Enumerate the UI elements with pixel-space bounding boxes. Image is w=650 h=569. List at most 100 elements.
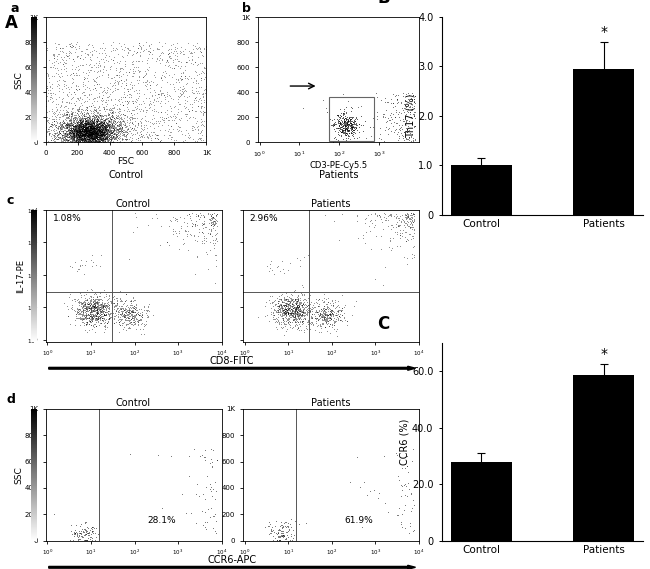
Point bbox=[109, 130, 119, 139]
Point bbox=[60, 123, 71, 132]
Point bbox=[409, 122, 419, 131]
Point bbox=[61, 112, 72, 121]
Point bbox=[199, 108, 209, 117]
Point bbox=[60, 130, 70, 139]
Point bbox=[70, 130, 81, 139]
Point bbox=[146, 76, 156, 85]
Point bbox=[207, 238, 218, 247]
Point bbox=[66, 137, 77, 146]
Point bbox=[107, 127, 118, 136]
Point bbox=[96, 125, 106, 134]
Point bbox=[103, 110, 114, 119]
Point bbox=[174, 226, 184, 236]
Point bbox=[97, 130, 107, 139]
Point bbox=[275, 536, 285, 545]
Point bbox=[81, 135, 91, 145]
Point bbox=[89, 129, 99, 138]
Point bbox=[102, 130, 112, 139]
Point bbox=[79, 96, 90, 105]
Point bbox=[72, 304, 83, 313]
Point bbox=[58, 115, 68, 124]
Point bbox=[85, 125, 96, 134]
Point bbox=[57, 65, 67, 74]
Point bbox=[82, 125, 92, 134]
Point bbox=[103, 109, 114, 118]
Point bbox=[74, 115, 85, 124]
Point bbox=[299, 300, 309, 309]
Point bbox=[110, 86, 120, 95]
Point bbox=[96, 121, 107, 130]
Point bbox=[270, 315, 280, 324]
Point bbox=[90, 137, 100, 146]
Point bbox=[55, 121, 66, 130]
Point bbox=[94, 89, 104, 98]
Point bbox=[275, 266, 285, 275]
Point bbox=[116, 123, 126, 133]
Point bbox=[68, 132, 79, 141]
Point bbox=[156, 83, 166, 92]
Point bbox=[174, 56, 185, 65]
Point bbox=[84, 130, 94, 139]
Point bbox=[210, 239, 220, 248]
Point bbox=[96, 130, 106, 139]
Point bbox=[404, 215, 414, 224]
Point bbox=[90, 133, 101, 142]
Point bbox=[87, 300, 98, 310]
Point bbox=[97, 125, 107, 134]
Point bbox=[83, 123, 93, 132]
Point bbox=[72, 124, 83, 133]
Point bbox=[75, 298, 85, 307]
Point bbox=[211, 251, 221, 260]
Point bbox=[81, 122, 92, 131]
Point bbox=[73, 133, 84, 142]
Point bbox=[203, 209, 213, 218]
Point bbox=[72, 126, 83, 135]
Point bbox=[99, 127, 110, 136]
Point bbox=[81, 120, 91, 129]
Point bbox=[95, 131, 105, 140]
Point bbox=[155, 54, 166, 63]
Point bbox=[96, 124, 107, 133]
Point bbox=[90, 130, 101, 139]
Point bbox=[266, 265, 277, 274]
Point bbox=[96, 131, 106, 140]
Point bbox=[83, 125, 93, 134]
Point bbox=[118, 128, 128, 137]
Point bbox=[124, 254, 134, 263]
Point bbox=[66, 124, 76, 133]
Point bbox=[63, 108, 73, 117]
Point bbox=[75, 133, 85, 142]
Point bbox=[338, 118, 348, 127]
Point bbox=[87, 125, 98, 134]
Point bbox=[49, 51, 60, 60]
Point bbox=[68, 125, 79, 134]
Point bbox=[66, 134, 77, 143]
Point bbox=[77, 132, 87, 141]
Point bbox=[155, 50, 165, 59]
Point bbox=[112, 78, 123, 87]
Point bbox=[81, 130, 91, 139]
Point bbox=[96, 119, 107, 128]
Point bbox=[66, 132, 76, 141]
Point bbox=[90, 319, 101, 328]
Point bbox=[79, 137, 90, 146]
Point bbox=[189, 269, 200, 278]
Point bbox=[90, 130, 101, 139]
Point bbox=[93, 111, 103, 120]
Point bbox=[81, 121, 91, 130]
Point bbox=[72, 127, 83, 137]
Point bbox=[191, 76, 202, 85]
Point bbox=[95, 137, 105, 146]
Point bbox=[96, 316, 107, 325]
Point bbox=[100, 122, 110, 131]
Point bbox=[78, 123, 88, 132]
Point bbox=[88, 292, 98, 302]
Point bbox=[92, 306, 103, 315]
Point bbox=[135, 127, 145, 137]
Point bbox=[120, 123, 131, 132]
Point bbox=[88, 303, 99, 312]
Point bbox=[96, 250, 107, 259]
Point bbox=[362, 490, 372, 500]
Point bbox=[324, 314, 335, 323]
Point bbox=[333, 123, 343, 133]
